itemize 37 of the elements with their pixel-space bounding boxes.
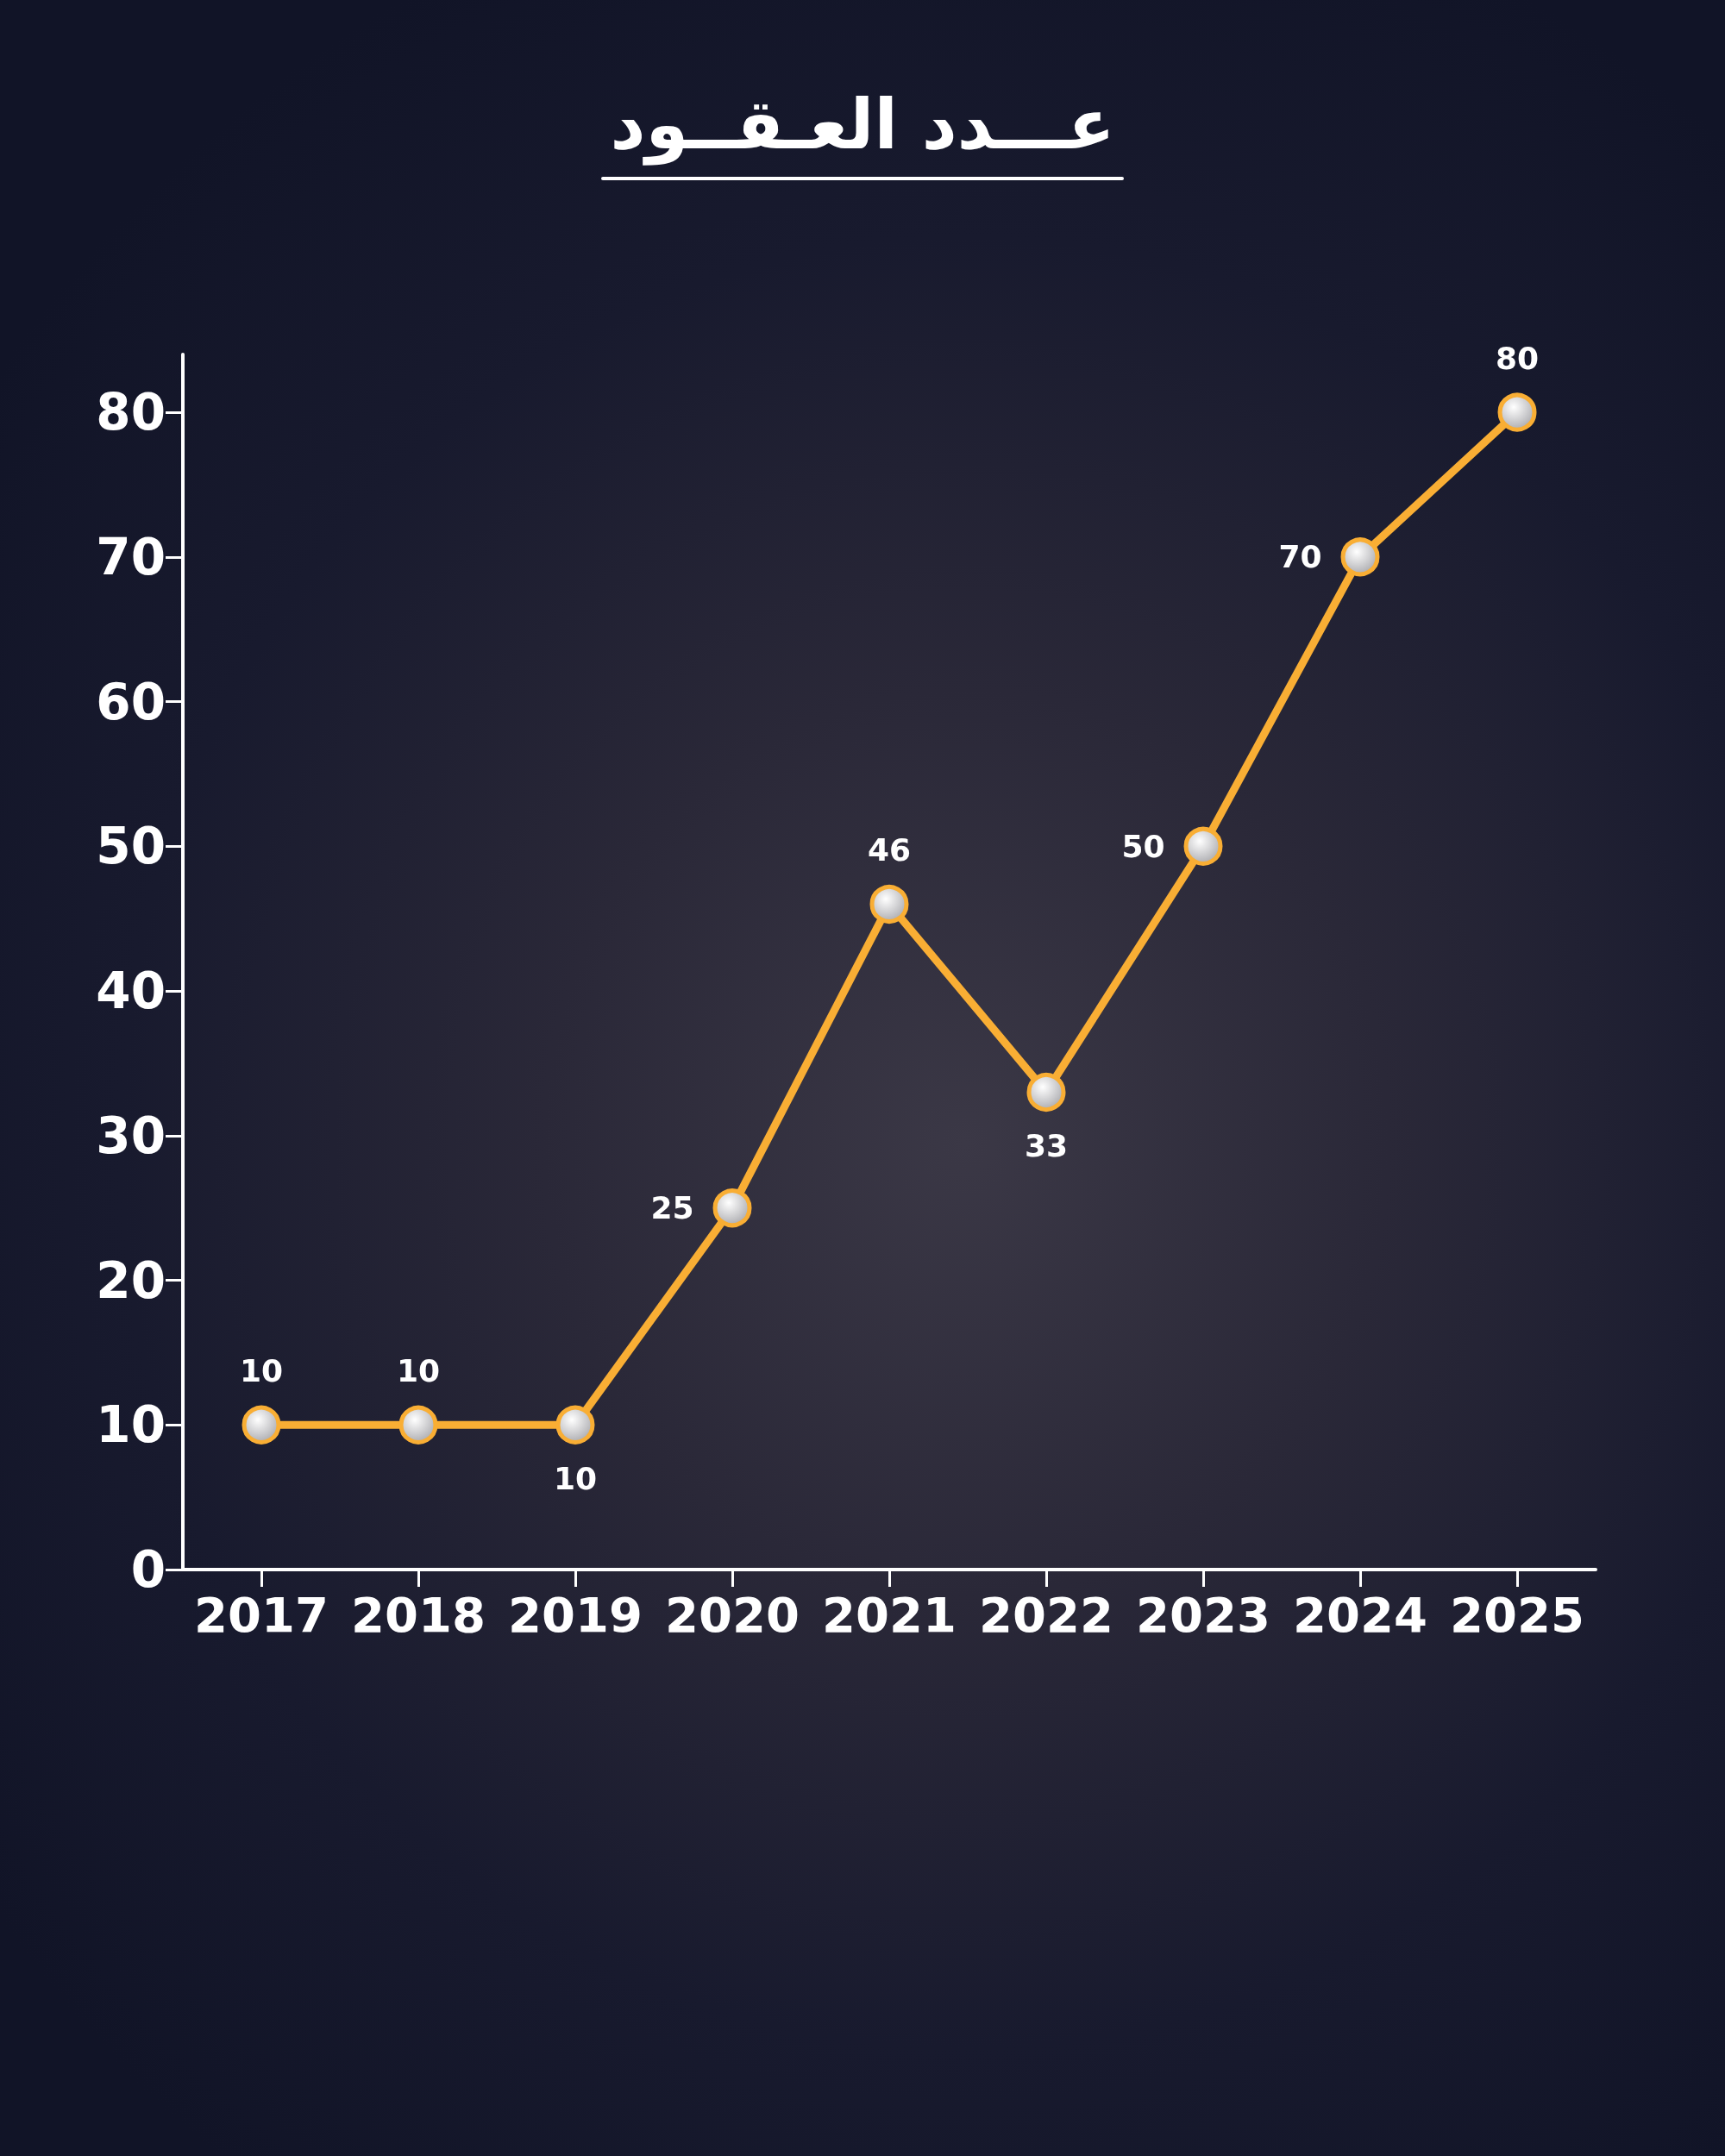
x-tick-label: 2021: [822, 1586, 957, 1643]
x-tick-label: 2022: [979, 1586, 1113, 1643]
y-tick-label: 80: [96, 383, 166, 442]
y-tick-label: 40: [96, 962, 166, 1021]
x-tick-label: 2024: [1293, 1586, 1427, 1643]
chart-title: عـــدد العـقــود: [609, 84, 1116, 167]
point: [1026, 1072, 1066, 1112]
data-label: 10: [239, 1353, 284, 1389]
data-label: 25: [650, 1190, 694, 1226]
x-tick-label: 2020: [665, 1586, 800, 1643]
data-label: 70: [1278, 539, 1322, 575]
data-label: 33: [1024, 1128, 1069, 1164]
x-tick-label: 2023: [1136, 1586, 1270, 1643]
point: [398, 1405, 438, 1445]
point: [555, 1405, 595, 1445]
x-tick-label: 2018: [351, 1586, 486, 1643]
data-label: 46: [867, 832, 912, 868]
y-tick-label: 20: [96, 1250, 166, 1310]
data-label: 10: [553, 1461, 598, 1497]
y-tick-label: 0: [130, 1540, 166, 1599]
point: [242, 1405, 281, 1445]
data-label: 50: [1121, 828, 1165, 864]
y-tick-label: 10: [96, 1395, 166, 1455]
data-label: 80: [1495, 341, 1540, 377]
x-tick-label: 2017: [194, 1586, 329, 1643]
x-tick-label: 2019: [508, 1586, 643, 1643]
point: [1183, 826, 1223, 866]
data-label: 10: [396, 1353, 441, 1389]
point: [712, 1188, 752, 1228]
point: [1340, 537, 1380, 577]
y-tick-label: 50: [96, 817, 166, 876]
point: [1497, 392, 1537, 432]
point: [869, 884, 909, 924]
x-tick-label: 2025: [1450, 1586, 1584, 1643]
y-tick-label: 30: [96, 1106, 166, 1165]
y-tick-label: 70: [96, 527, 166, 586]
y-tick-label: 60: [96, 672, 166, 731]
